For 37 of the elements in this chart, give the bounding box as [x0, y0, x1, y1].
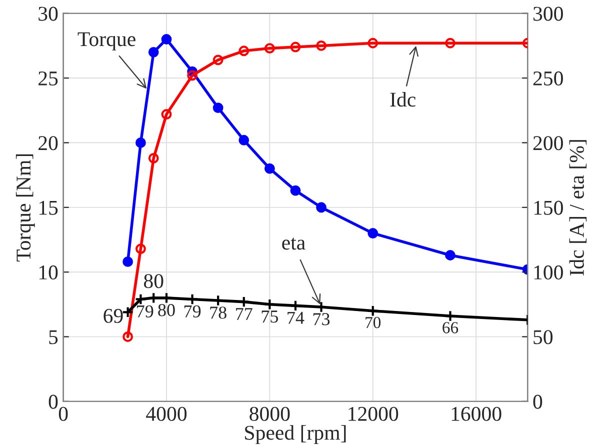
data-label: 80	[144, 274, 164, 288]
data-label: 77	[236, 308, 252, 320]
y2-tick-label: 150	[534, 200, 563, 215]
y-tick-label: 20	[38, 136, 58, 150]
x-tick-label: 4000	[146, 406, 187, 421]
y2-tick-label: 0	[533, 394, 542, 409]
y-tick-label: 10	[39, 265, 58, 280]
y-tick-label: 30	[38, 6, 58, 21]
data-label: 66	[442, 322, 458, 334]
y2-tick-label: 100	[534, 265, 563, 280]
data-label: 78	[210, 306, 226, 319]
annotation: Idc	[390, 92, 416, 107]
data-label: 73	[313, 313, 330, 326]
x-tick-label: 8000	[250, 406, 290, 421]
x-tick-label: 16000	[452, 406, 502, 421]
y2-tick-label: 50	[534, 330, 553, 344]
y-tick-label: 0	[48, 394, 58, 409]
data-label: 70	[366, 316, 381, 328]
y2-tick-label: 250	[533, 71, 563, 86]
annotation: Torque	[78, 32, 136, 50]
x-axis-title: Speed [rpm]	[245, 425, 346, 444]
y2-axis-title: Idc [A] / eta [%]	[569, 140, 587, 276]
x-tick-label: 0	[58, 406, 68, 421]
y-tick-label: 15	[39, 200, 58, 215]
data-label: 79	[137, 305, 154, 318]
y2-tick-label: 200	[533, 136, 563, 150]
data-label: 80	[158, 304, 175, 316]
data-label: 75	[262, 310, 278, 323]
y2-tick-label: 300	[533, 6, 563, 21]
annotation: eta	[282, 238, 306, 250]
data-label: 74	[288, 312, 304, 324]
y-axis-title: Torque [Nm]	[16, 154, 35, 262]
x-tick-label: 12000	[348, 406, 398, 421]
data-label: 69	[104, 308, 123, 323]
y-tick-label: 5	[49, 330, 58, 344]
data-label: 79	[184, 305, 201, 318]
y-tick-label: 25	[38, 71, 58, 86]
